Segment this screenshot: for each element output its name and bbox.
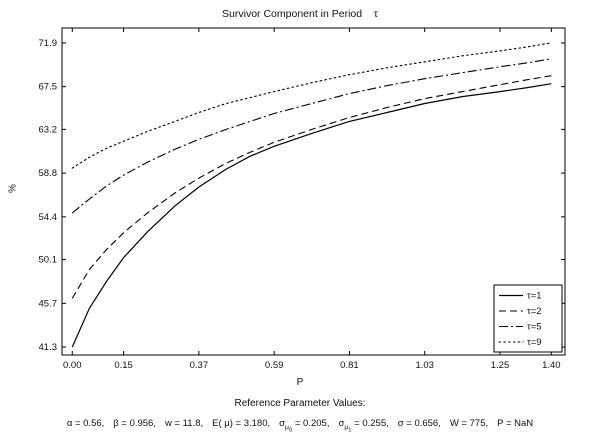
y-tick-label: 54.4: [39, 212, 58, 223]
parameter-2: w = 11.8: [165, 418, 201, 429]
x-tick-label: 1.25: [491, 360, 510, 371]
y-tick-label: 50.1: [39, 255, 58, 266]
x-tick-label: 0.59: [265, 360, 284, 371]
chart-plot: 0.00 0.15 0.37 0.59 0.81 1.03 1.25 1.40 41.3 45.7…: [39, 27, 566, 371]
parameter-line: α = 0.56, β = 0.956, w = 11.8, E( μ) = 3.18…: [0, 418, 600, 434]
x-tick-label: 0.37: [190, 360, 209, 371]
y-tick-label: 63.2: [39, 124, 58, 135]
axis-ticks: 0.00 0.15 0.37 0.59 0.81 1.03 1.25 1.40 41.3 45.7…: [39, 28, 565, 371]
series-line-τ=5: [71, 58, 552, 214]
parameter-separator: ,: [326, 418, 330, 429]
parameter-5: σμ1 = 0.255: [338, 418, 387, 434]
parameter-3: E( μ) = 3.180: [212, 418, 268, 429]
legend-label-τ=9: τ=9: [527, 337, 542, 348]
parameter-1: β = 0.956: [113, 418, 154, 429]
parameter-0: α = 0.56: [66, 418, 102, 429]
x-tick-label: 0.15: [114, 360, 133, 371]
parameter-separator: ,: [386, 418, 389, 429]
parameter-7: W = 775: [449, 418, 486, 429]
parameter-8: P = NaN: [497, 418, 534, 429]
parameter-separator: ,: [267, 418, 271, 429]
parameter-separator: ,: [153, 418, 156, 429]
x-tick-label: 0.81: [340, 360, 359, 371]
y-tick-label: 45.7: [39, 298, 58, 309]
legend-box: [493, 284, 563, 353]
x-axis-label: P: [296, 377, 304, 388]
y-tick-label: 71.9: [39, 38, 58, 49]
parameter-separator: ,: [101, 418, 105, 429]
x-tick-label: 1.40: [542, 360, 561, 371]
parameter-4: σμ0 = 0.205: [279, 418, 327, 434]
series-line-τ=2: [71, 75, 552, 299]
y-tick-label: 58.8: [39, 168, 58, 179]
parameter-separator: ,: [485, 418, 489, 429]
parameter-6: σ = 0.656: [397, 418, 439, 429]
x-tick-label: 0.00: [63, 360, 82, 371]
series-line-τ=1: [71, 83, 552, 348]
y-tick-label: 41.3: [39, 342, 58, 353]
axes-box: [61, 27, 566, 356]
y-tick-label: 67.5: [39, 82, 58, 93]
parameter-separator: ,: [200, 418, 204, 429]
chart-title: Survivor Component in Period τ: [222, 8, 378, 20]
legend-label-τ=1: τ=1: [527, 291, 542, 302]
reference-heading: Reference Parameter Values:: [234, 398, 366, 409]
parameter-separator: ,: [438, 418, 441, 429]
x-tick-label: 1.03: [415, 360, 434, 371]
legend-label-τ=2: τ=2: [527, 306, 542, 317]
legend-label-τ=5: τ=5: [527, 322, 542, 333]
legend: τ=1 τ=2 τ=5 τ=9: [493, 284, 563, 353]
series-line-τ=9: [71, 42, 552, 169]
